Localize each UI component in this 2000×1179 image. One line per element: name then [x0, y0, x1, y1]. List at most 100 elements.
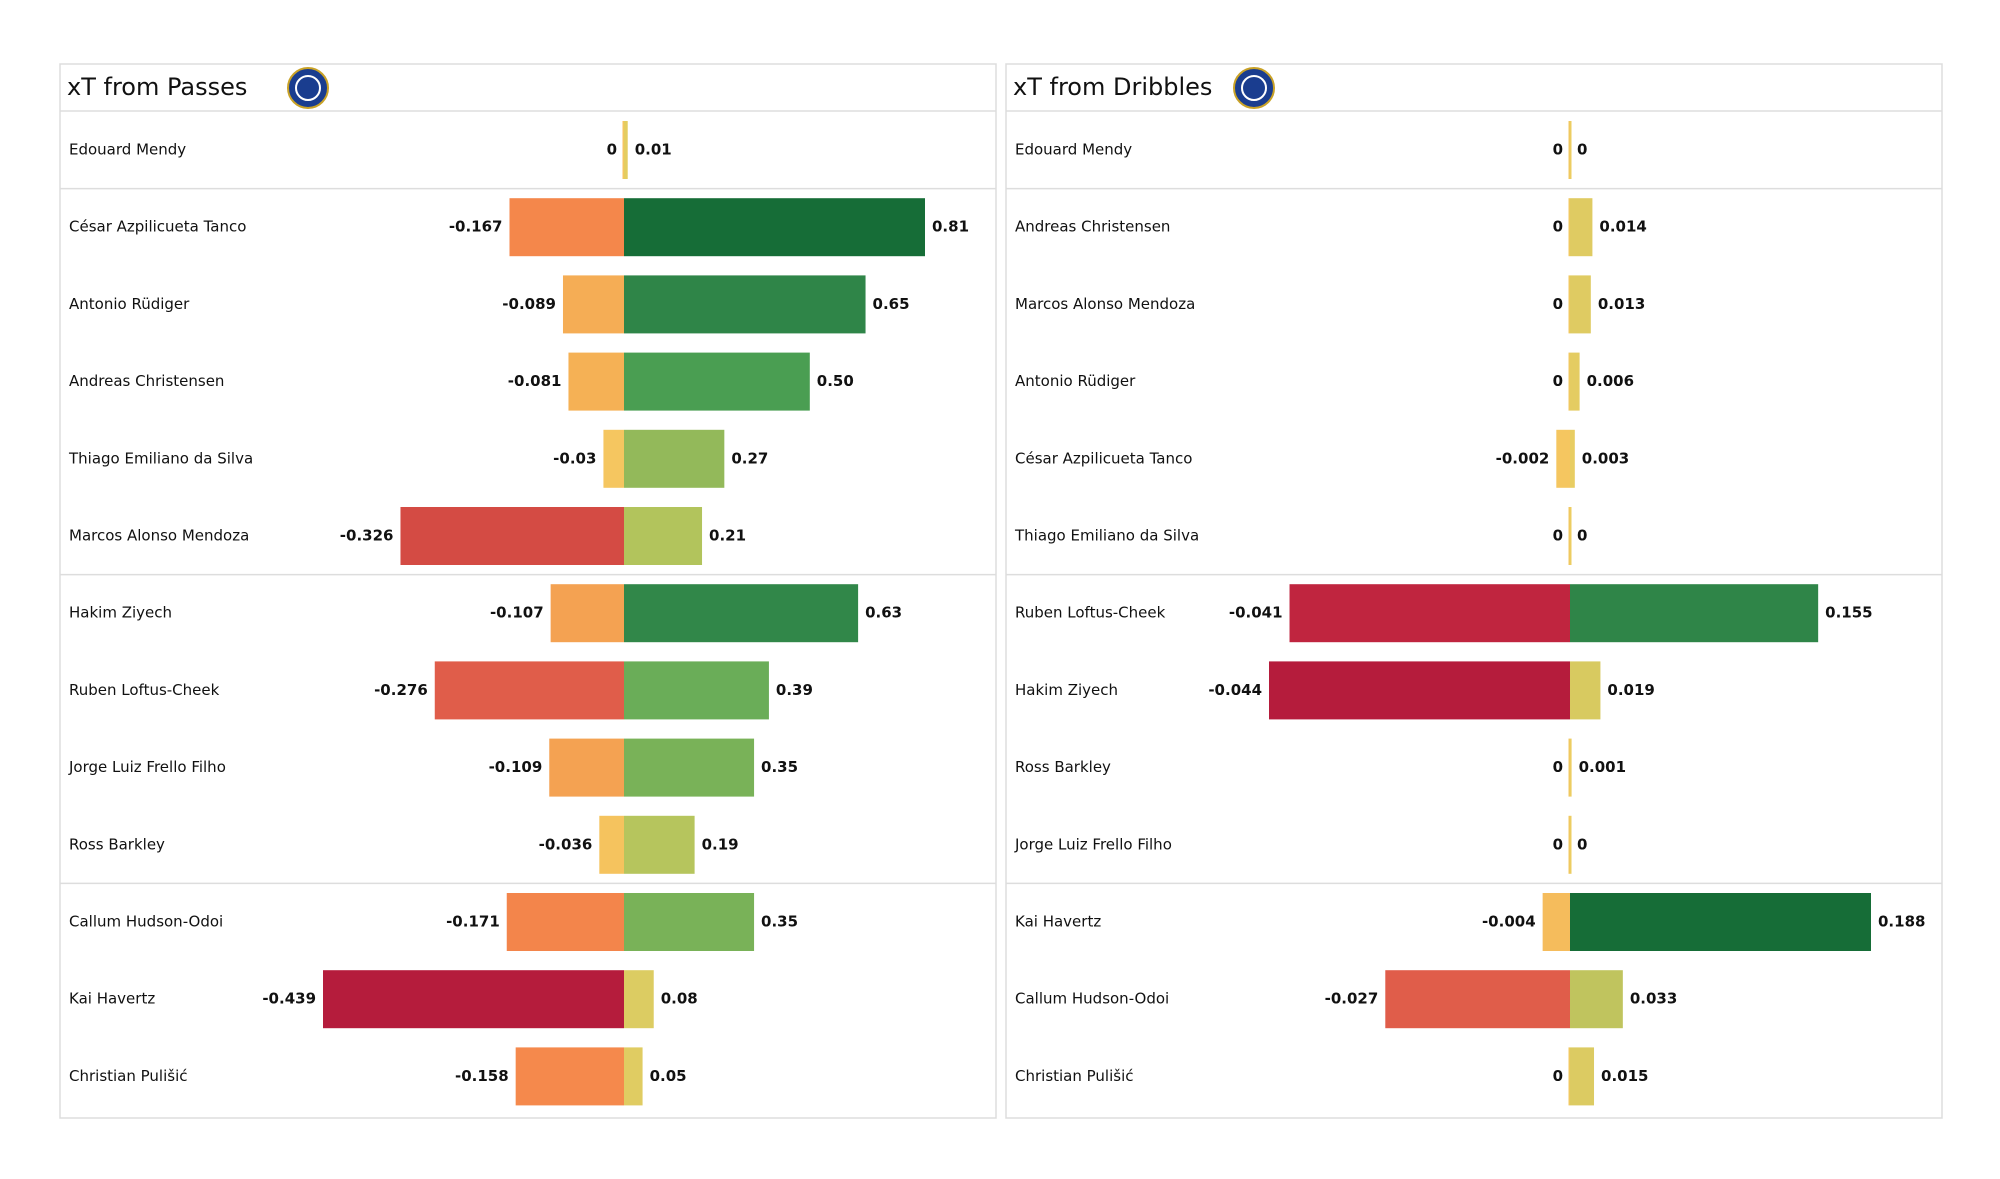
value-label: -0.109	[489, 758, 543, 776]
bar	[1568, 507, 1570, 565]
value-label: -0.041	[1229, 604, 1283, 622]
player-name: Kai Havertz	[69, 990, 155, 1008]
player-name: Ross Barkley	[1015, 758, 1111, 776]
value-label: -0.036	[539, 835, 593, 853]
player-name: Thiago Emiliano da Silva	[1014, 527, 1199, 545]
value-label: 0.001	[1579, 758, 1626, 776]
player-name: Marcos Alonso Mendoza	[69, 527, 249, 545]
value-label: 0.81	[932, 218, 969, 236]
bar	[624, 815, 695, 874]
bar	[1542, 893, 1570, 951]
value-label: 0.155	[1825, 604, 1872, 622]
bar	[509, 198, 624, 257]
bar	[624, 738, 755, 797]
bar	[562, 275, 624, 334]
value-label: -0.027	[1325, 990, 1379, 1008]
value-label: -0.276	[374, 681, 428, 699]
player-name: Marcos Alonso Mendoza	[1015, 295, 1195, 313]
player-name: Kai Havertz	[1015, 913, 1101, 931]
player-name: Jorge Luiz Frello Filho	[68, 758, 226, 776]
panel	[1005, 63, 1943, 1119]
bar	[603, 429, 624, 488]
bar	[1568, 121, 1570, 179]
value-label: -0.081	[508, 372, 562, 390]
value-label: 0.006	[1587, 372, 1634, 390]
value-label: 0.19	[702, 835, 739, 853]
value-label: 0.39	[776, 681, 813, 699]
value-label: 0.003	[1582, 449, 1629, 467]
player-name: César Azpilicueta Tanco	[1015, 449, 1192, 467]
player-name: Ruben Loftus-Cheek	[69, 681, 220, 699]
value-label: 0	[1577, 835, 1587, 853]
bar	[1570, 121, 1572, 179]
player-name: Hakim Ziyech	[1015, 681, 1118, 699]
value-label: 0.65	[873, 295, 910, 313]
team-logo	[1233, 67, 1275, 109]
player-name: Andreas Christensen	[69, 372, 224, 390]
bar	[1570, 352, 1580, 411]
value-label: -0.089	[502, 295, 556, 313]
value-label: 0	[1577, 527, 1587, 545]
bar	[568, 352, 624, 411]
bar	[1568, 275, 1570, 334]
bar	[1570, 661, 1601, 720]
bar	[550, 584, 624, 643]
value-label: -0.439	[262, 990, 316, 1008]
player-name: Antonio Rüdiger	[69, 295, 190, 313]
bar	[1568, 352, 1570, 411]
bar	[323, 970, 624, 1029]
bar	[1289, 584, 1570, 643]
bar	[1568, 198, 1570, 257]
player-name: Jorge Luiz Frello Filho	[1014, 835, 1172, 853]
player-name: Christian Pulišić	[1015, 1067, 1134, 1085]
bar	[624, 121, 628, 179]
team-logo-inner	[1241, 75, 1267, 101]
bar	[506, 893, 624, 951]
value-label: 0.50	[817, 372, 854, 390]
value-label: 0.27	[731, 449, 768, 467]
bar	[1570, 275, 1591, 334]
value-label: -0.03	[553, 449, 596, 467]
bar	[624, 198, 925, 257]
panel	[59, 63, 997, 1119]
bar	[1570, 893, 1871, 951]
value-label: 0	[1553, 527, 1563, 545]
chart-title: xT from Dribbles	[1013, 73, 1212, 101]
bar	[624, 584, 859, 643]
value-label: 0.05	[650, 1067, 687, 1085]
bar	[400, 507, 624, 565]
bar	[1570, 507, 1572, 565]
team-logo	[287, 67, 329, 109]
player-name: César Azpilicueta Tanco	[69, 218, 246, 236]
bar	[1570, 738, 1572, 797]
bar	[1568, 1047, 1570, 1106]
value-label: 0	[1553, 1067, 1563, 1085]
team-logo-inner	[295, 75, 321, 101]
value-label: 0.019	[1607, 681, 1654, 699]
value-label: 0	[1553, 295, 1563, 313]
player-name: Thiago Emiliano da Silva	[68, 449, 253, 467]
player-name: Edouard Mendy	[1015, 141, 1132, 159]
bar	[624, 970, 654, 1029]
chart-title: xT from Passes	[67, 73, 247, 101]
value-label: -0.002	[1496, 449, 1550, 467]
value-label: 0	[1577, 141, 1587, 159]
value-label: 0.188	[1878, 913, 1925, 931]
bar	[624, 429, 725, 488]
player-name: Ruben Loftus-Cheek	[1015, 604, 1166, 622]
bar	[1570, 815, 1572, 874]
value-label: 0	[1553, 218, 1563, 236]
bar	[1570, 584, 1819, 643]
value-label: 0.01	[635, 141, 672, 159]
value-label: 0.21	[709, 527, 746, 545]
value-label: 0	[1553, 835, 1563, 853]
bar	[624, 507, 703, 565]
bar	[515, 1047, 624, 1106]
value-label: 0	[1553, 372, 1563, 390]
value-label: -0.107	[490, 604, 544, 622]
value-label: -0.326	[340, 527, 394, 545]
player-name: Ross Barkley	[69, 835, 165, 853]
bar	[1570, 198, 1593, 257]
